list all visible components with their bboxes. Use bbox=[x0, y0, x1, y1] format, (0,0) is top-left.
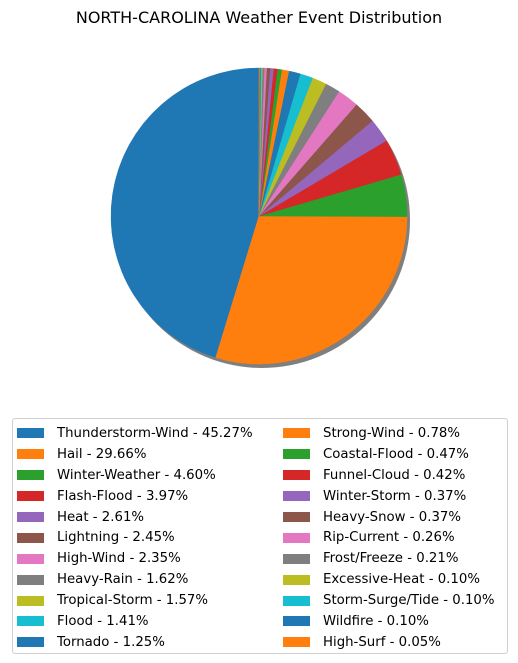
legend-swatch bbox=[17, 449, 44, 460]
pie-slices bbox=[110, 67, 408, 365]
legend-label: Frost/Freeze - 0.21% bbox=[323, 551, 459, 567]
legend-label: Heavy-Rain - 1.62% bbox=[57, 572, 189, 588]
legend-swatch bbox=[17, 616, 44, 627]
legend-swatch bbox=[283, 449, 310, 460]
legend-swatch bbox=[283, 574, 310, 585]
legend-entry: Tornado - 1.25% bbox=[17, 632, 253, 653]
legend-swatch bbox=[283, 491, 310, 502]
legend: Thunderstorm-Wind - 45.27% Hail - 29.66% W… bbox=[12, 418, 508, 654]
legend-swatch bbox=[283, 532, 310, 543]
legend-label: Lightning - 2.45% bbox=[57, 530, 175, 546]
legend-entry: Winter-Storm - 0.37% bbox=[283, 486, 495, 507]
legend-entry: Frost/Freeze - 0.21% bbox=[283, 548, 495, 569]
legend-label: Heat - 2.61% bbox=[57, 509, 145, 525]
legend-entry: Lightning - 2.45% bbox=[17, 527, 253, 548]
legend-swatch bbox=[17, 574, 44, 585]
legend-entry: Storm-Surge/Tide - 0.10% bbox=[283, 590, 495, 611]
pie-slice bbox=[215, 215, 408, 365]
legend-swatch bbox=[17, 491, 44, 502]
legend-swatch bbox=[17, 532, 44, 543]
legend-swatch bbox=[283, 616, 310, 627]
legend-entry: Heat - 2.61% bbox=[17, 507, 253, 528]
legend-label: Storm-Surge/Tide - 0.10% bbox=[323, 593, 495, 609]
legend-label: Winter-Storm - 0.37% bbox=[323, 488, 467, 504]
legend-label: Heavy-Snow - 0.37% bbox=[323, 509, 462, 525]
legend-column-right: Strong-Wind - 0.78% Coastal-Flood - 0.47%… bbox=[283, 423, 495, 653]
legend-label: Wildfire - 0.10% bbox=[323, 613, 429, 629]
legend-label: High-Surf - 0.05% bbox=[323, 634, 441, 650]
legend-entry: High-Surf - 0.05% bbox=[283, 632, 495, 653]
legend-entry: Thunderstorm-Wind - 45.27% bbox=[17, 423, 253, 444]
legend-swatch bbox=[17, 595, 44, 606]
legend-entry: Heavy-Snow - 0.37% bbox=[283, 507, 495, 528]
legend-label: Coastal-Flood - 0.47% bbox=[323, 446, 469, 462]
legend-entry: Excessive-Heat - 0.10% bbox=[283, 569, 495, 590]
legend-entry: Funnel-Cloud - 0.42% bbox=[283, 465, 495, 486]
legend-label: Strong-Wind - 0.78% bbox=[323, 425, 461, 441]
legend-entry: Strong-Wind - 0.78% bbox=[283, 423, 495, 444]
legend-label: Hail - 29.66% bbox=[57, 446, 147, 462]
legend-swatch bbox=[283, 595, 310, 606]
legend-label: Tornado - 1.25% bbox=[57, 634, 165, 650]
legend-label: Flash-Flood - 3.97% bbox=[57, 488, 189, 504]
legend-entry: Rip-Current - 0.26% bbox=[283, 527, 495, 548]
legend-label: Tropical-Storm - 1.57% bbox=[57, 593, 209, 609]
pie-slice bbox=[110, 67, 260, 358]
legend-entry: Flash-Flood - 3.97% bbox=[17, 486, 253, 507]
legend-swatch bbox=[17, 428, 44, 439]
legend-label: Flood - 1.41% bbox=[57, 613, 149, 629]
legend-swatch bbox=[17, 553, 44, 564]
legend-entry: High-Wind - 2.35% bbox=[17, 548, 253, 569]
legend-label: Rip-Current - 0.26% bbox=[323, 530, 455, 546]
legend-swatch bbox=[283, 470, 310, 481]
legend-label: Winter-Weather - 4.60% bbox=[57, 467, 216, 483]
legend-swatch bbox=[17, 512, 44, 522]
legend-entry: Winter-Weather - 4.60% bbox=[17, 465, 253, 486]
legend-swatch bbox=[283, 512, 310, 522]
legend-entry: Heavy-Rain - 1.62% bbox=[17, 569, 253, 590]
legend-entry: Coastal-Flood - 0.47% bbox=[283, 444, 495, 465]
pie-chart bbox=[110, 67, 410, 368]
legend-swatch bbox=[17, 470, 44, 481]
chart-title: NORTH-CAROLINA Weather Event Distributio… bbox=[75, 8, 443, 27]
legend-column-left: Thunderstorm-Wind - 45.27% Hail - 29.66% W… bbox=[17, 423, 253, 653]
legend-entry: Hail - 29.66% bbox=[17, 444, 253, 465]
legend-label: High-Wind - 2.35% bbox=[57, 551, 181, 567]
legend-label: Thunderstorm-Wind - 45.27% bbox=[57, 425, 253, 441]
legend-swatch bbox=[283, 428, 310, 439]
legend-swatch bbox=[17, 637, 44, 648]
legend-entry: Flood - 1.41% bbox=[17, 611, 253, 632]
legend-swatch bbox=[283, 637, 310, 648]
legend-swatch bbox=[283, 553, 310, 564]
legend-label: Excessive-Heat - 0.10% bbox=[323, 572, 480, 588]
legend-label: Funnel-Cloud - 0.42% bbox=[323, 467, 466, 483]
legend-entry: Wildfire - 0.10% bbox=[283, 611, 495, 632]
legend-entry: Tropical-Storm - 1.57% bbox=[17, 590, 253, 611]
